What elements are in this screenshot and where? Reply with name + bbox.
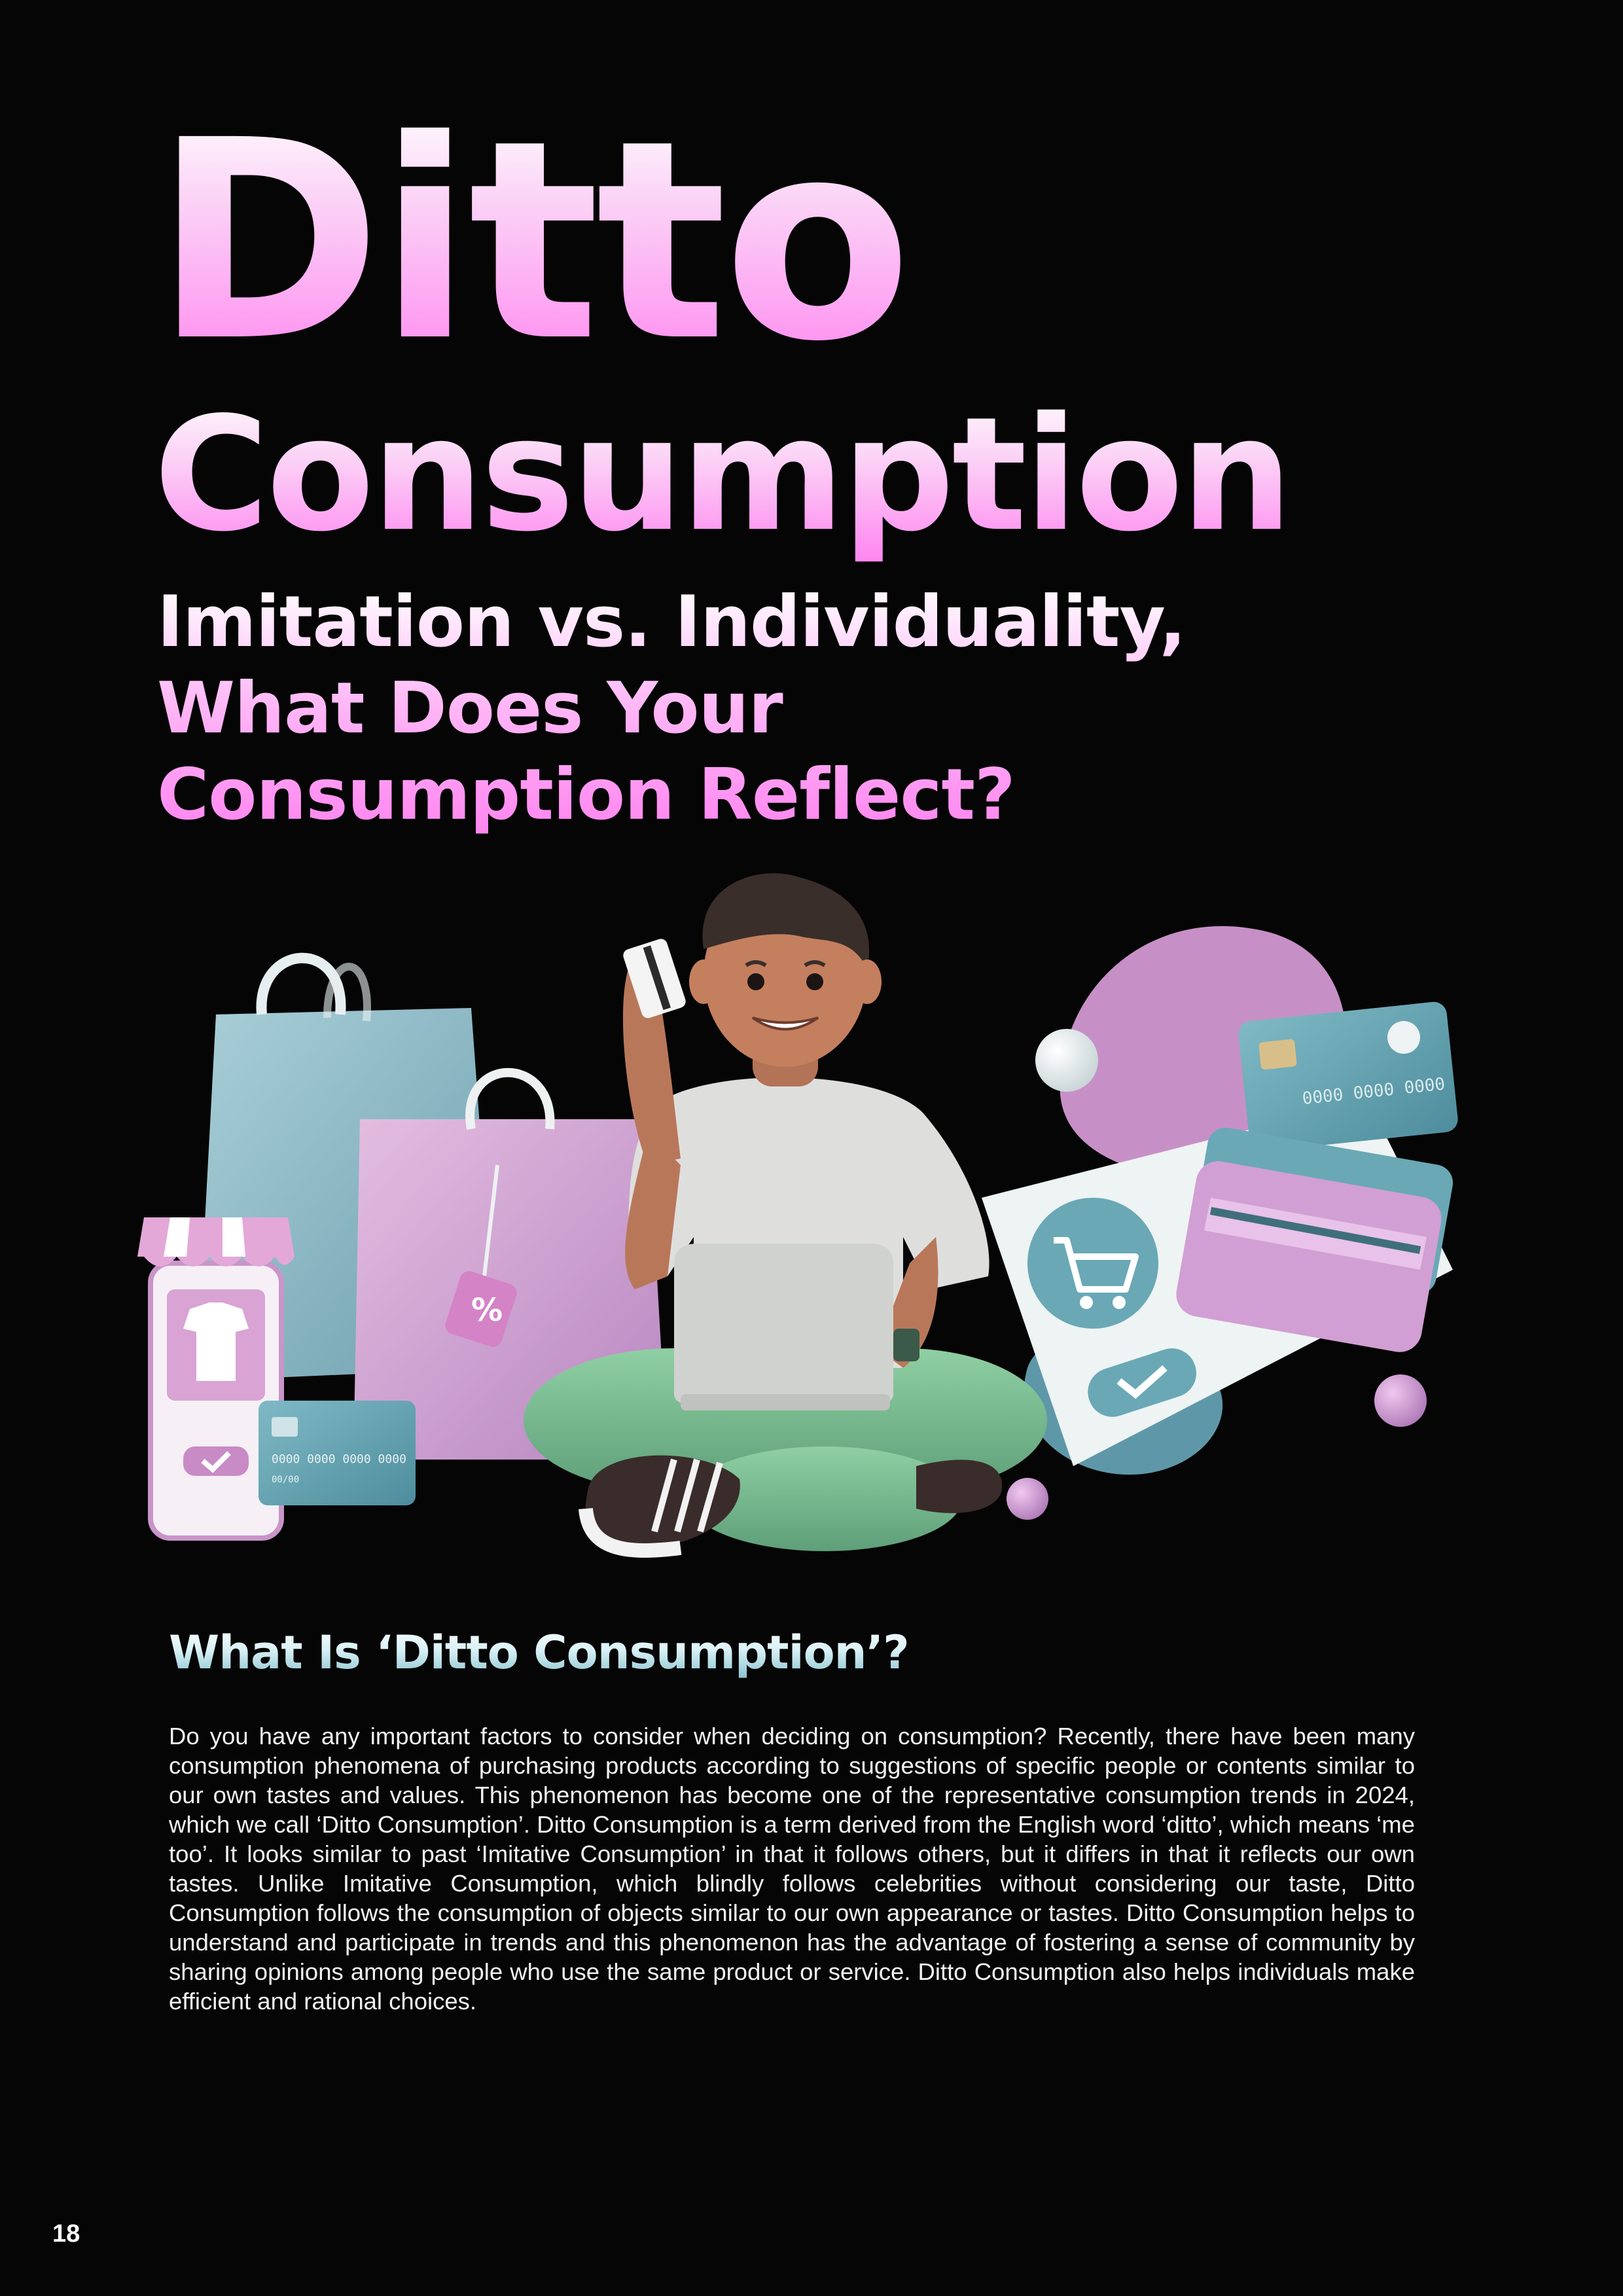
section-heading: What Is ‘Ditto Consumption’? [169,1623,910,1682]
credit-card-left: 0000 0000 0000 0000 00/00 [259,1401,416,1505]
subtitle: Imitation vs. Individuality, What Does Y… [157,579,1400,838]
wallet [1176,1127,1454,1352]
man-character [524,873,1047,1558]
subtitle-line-3: Consumption Reflect? [157,754,1015,836]
title-consumption: Consumption [154,383,1293,566]
tag-symbol: % [471,1292,503,1329]
pink-sphere-right [1374,1374,1427,1427]
card-expiry-left: 00/00 [272,1475,299,1485]
shopping-illustration: % 0000 0000 0000 0000 00/00 0000 0000 00… [137,873,1458,1558]
subtitle-line-2: What Does Your [157,668,783,749]
card-number-left: 0000 0000 0000 0000 [272,1452,406,1466]
subtitle-line-1: Imitation vs. Individuality, [157,581,1186,663]
page-number: 18 [52,2220,80,2248]
credit-card-right: 0000 0000 0000 [1238,1001,1458,1152]
body-paragraph: Do you have any important factors to con… [169,1723,1415,2015]
pink-sphere-small [1007,1478,1048,1520]
title-ditto: Ditto [154,82,912,402]
white-sphere [1035,1029,1098,1092]
